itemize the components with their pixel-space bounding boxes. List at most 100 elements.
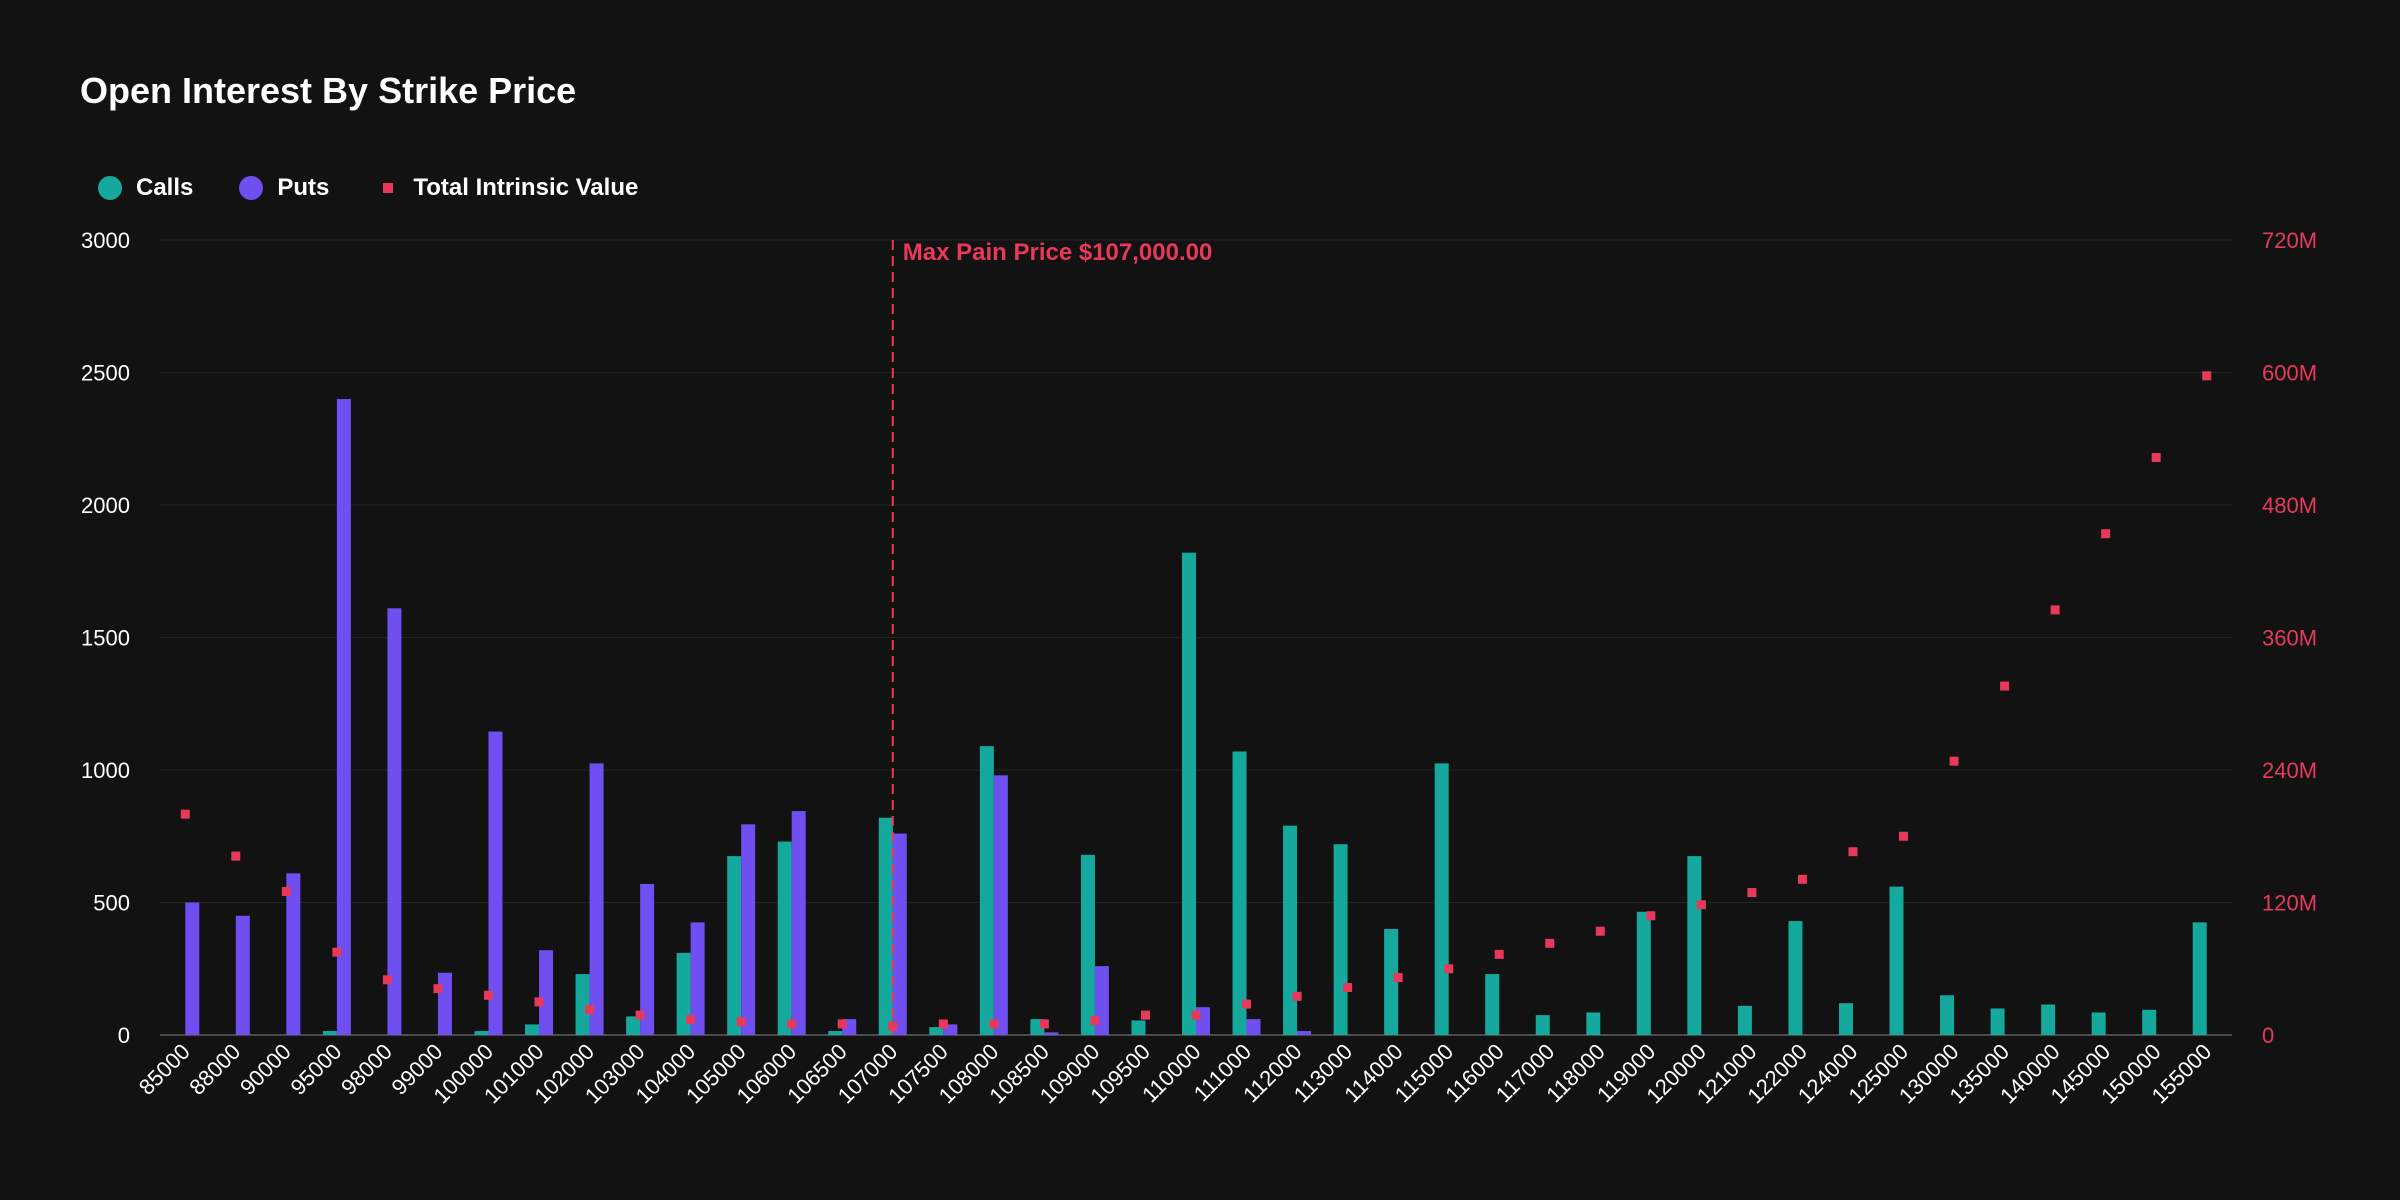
intrinsic-point <box>2151 453 2161 463</box>
calls-bar <box>1586 1012 1601 1035</box>
calls-bar <box>2041 1004 2056 1035</box>
calls-bar <box>1131 1020 1146 1035</box>
calls-bar <box>1940 995 1955 1035</box>
puts-bar <box>690 922 705 1035</box>
calls-bar <box>1535 1015 1550 1035</box>
legend-label-intrinsic: Total Intrinsic Value <box>413 174 639 201</box>
intrinsic-point <box>534 997 544 1007</box>
puts-bar <box>741 824 756 1035</box>
calls-bar <box>322 1031 337 1035</box>
intrinsic-point <box>1797 874 1807 884</box>
x-tick-label: 98000 <box>336 1039 397 1100</box>
y-right-tick-label: 600M <box>2262 361 2317 386</box>
calls-bar <box>878 817 893 1035</box>
y-left-tick-label: 1000 <box>81 758 130 783</box>
y-right-tick-label: 720M <box>2262 228 2317 253</box>
calls-bar <box>777 841 792 1035</box>
intrinsic-point <box>888 1021 898 1031</box>
y-left-tick-label: 1500 <box>81 626 130 651</box>
calls-bar <box>1283 825 1298 1035</box>
calls-bar <box>1737 1005 1752 1035</box>
intrinsic-point <box>1039 1019 1049 1029</box>
puts-bar <box>488 731 503 1035</box>
y-left-tick-label: 500 <box>93 891 130 916</box>
intrinsic-point <box>787 1019 797 1029</box>
calls-legend-swatch <box>98 176 122 200</box>
calls-bar <box>1182 552 1196 1035</box>
puts-bar <box>589 763 604 1035</box>
intrinsic-point <box>180 809 190 819</box>
chart-legend: Calls Puts Total Intrinsic Value <box>98 174 684 202</box>
calls-bar <box>1232 751 1247 1035</box>
intrinsic-point <box>2101 529 2111 539</box>
y-right-tick-label: 480M <box>2262 493 2317 518</box>
calls-bar <box>727 856 742 1035</box>
intrinsic-point <box>2050 605 2060 615</box>
intrinsic-point <box>2202 371 2212 381</box>
puts-bar <box>943 1024 958 1035</box>
intrinsic-point <box>1747 888 1757 898</box>
intrinsic-point <box>1140 1010 1150 1020</box>
calls-bar <box>1889 886 1904 1035</box>
x-tick-label: 95000 <box>285 1039 346 1100</box>
puts-bar <box>539 950 554 1035</box>
intrinsic-point <box>585 1005 595 1015</box>
legend-label-puts: Puts <box>277 174 330 201</box>
calls-bar <box>1687 856 1702 1035</box>
intrinsic-point <box>1393 973 1403 983</box>
calls-bar <box>2091 1012 2106 1035</box>
intrinsic-point <box>2000 681 2010 691</box>
puts-bar <box>235 915 250 1035</box>
calls-bar <box>1384 929 1399 1035</box>
calls-bar <box>1788 921 1803 1035</box>
intrinsic-point <box>1343 983 1353 993</box>
calls-bar <box>1485 974 1500 1035</box>
intrinsic-point <box>1899 831 1909 841</box>
calls-bar <box>1333 844 1348 1035</box>
intrinsic-point <box>686 1015 696 1025</box>
intrinsic-point <box>1444 964 1454 974</box>
calls-bar <box>474 1031 489 1035</box>
legend-item-intrinsic[interactable]: Total Intrinsic Value <box>375 174 638 202</box>
x-tick-label: 85000 <box>134 1039 195 1100</box>
puts-bar <box>185 902 200 1035</box>
intrinsic-point <box>483 990 493 1000</box>
puts-bar <box>1044 1032 1059 1035</box>
intrinsic-point <box>635 1010 645 1020</box>
puts-bar <box>892 833 907 1035</box>
x-tick-label: 88000 <box>184 1039 245 1100</box>
intrinsic-point <box>1545 938 1555 948</box>
puts-bar <box>791 811 806 1035</box>
calls-bar <box>1636 911 1651 1035</box>
max-pain-label: Max Pain Price $107,000.00 <box>903 239 1213 266</box>
intrinsic-point <box>989 1019 999 1029</box>
puts-bar <box>993 775 1008 1035</box>
calls-bar <box>929 1027 944 1035</box>
calls-bar <box>1838 1003 1853 1035</box>
calls-bar <box>525 1024 540 1035</box>
legend-item-calls[interactable]: Calls <box>98 174 193 202</box>
puts-bar <box>286 873 301 1035</box>
legend-label-calls: Calls <box>136 174 194 201</box>
intrinsic-point <box>938 1019 948 1029</box>
puts-bar <box>640 883 655 1035</box>
intrinsic-point <box>1848 847 1858 857</box>
calls-bar <box>828 1031 843 1035</box>
calls-bar <box>1434 763 1449 1035</box>
calls-bar <box>1080 854 1095 1035</box>
chart-title: Open Interest By Strike Price <box>80 70 577 111</box>
calls-bar <box>575 974 590 1035</box>
intrinsic-point <box>837 1019 847 1029</box>
intrinsic-point <box>1191 1010 1201 1020</box>
intrinsic-point <box>433 984 443 994</box>
y-right-tick-label: 120M <box>2262 891 2317 916</box>
x-tick-label: 90000 <box>235 1039 296 1100</box>
y-right-tick-label: 360M <box>2262 626 2317 651</box>
puts-bar <box>387 608 402 1035</box>
intrinsic-point <box>736 1017 746 1027</box>
legend-item-puts[interactable]: Puts <box>239 174 329 202</box>
intrinsic-point <box>1646 911 1656 921</box>
puts-bar <box>437 972 452 1035</box>
y-left-tick-label: 0 <box>118 1023 130 1048</box>
